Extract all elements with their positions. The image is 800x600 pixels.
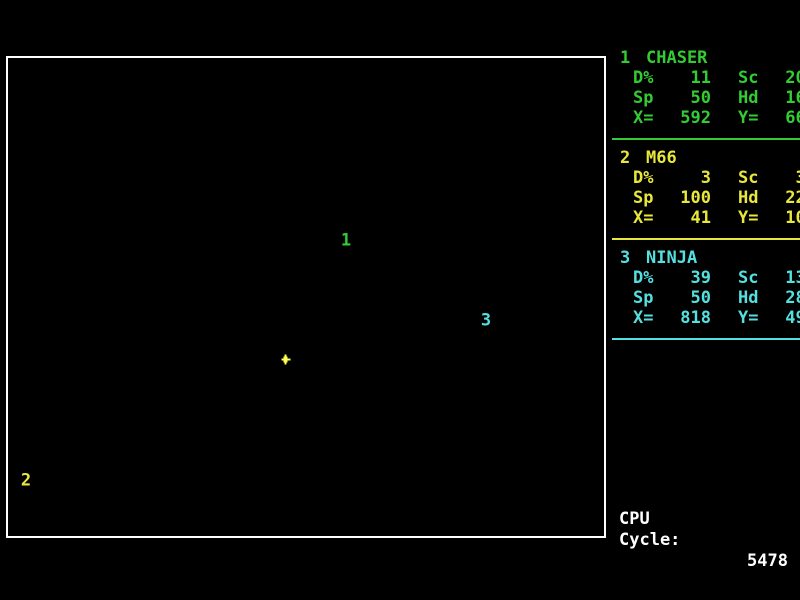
stat-value-right: 134 — [785, 268, 800, 288]
stat-key-left: D% — [633, 168, 654, 188]
cpu-cycle-value: 5478 — [747, 551, 788, 571]
stat-key-left: D% — [633, 68, 654, 88]
robot-stat-row: D% 11 Sc 200 — [610, 68, 800, 88]
arena-robot-marker[interactable]: 1 — [340, 230, 352, 251]
stat-key-right: Y= — [738, 208, 759, 228]
panel-divider — [612, 338, 800, 340]
stat-value-right: 105 — [785, 208, 800, 228]
robot-name: CHASER — [646, 48, 708, 68]
stat-value-right: 163 — [785, 88, 800, 108]
robot-panel-header: 3 NINJA — [610, 248, 800, 268]
stat-key-right: Y= — [738, 308, 759, 328]
stat-key-right: Hd — [738, 188, 759, 208]
cpu-cycle-label: Cycle: — [619, 530, 681, 550]
stat-key-right: Sc — [738, 68, 759, 88]
stat-value-left: 39 — [690, 268, 711, 288]
stat-key-right: Hd — [738, 288, 759, 308]
stat-key-right: Hd — [738, 88, 759, 108]
stat-key-left: X= — [633, 208, 654, 228]
cpu-title: CPU — [619, 509, 650, 529]
robot-stat-row: Sp 100 Hd 221 — [610, 188, 800, 208]
robot-stat-row: Sp 50 Hd 163 — [610, 88, 800, 108]
robot-stat-row: X= 592 Y= 665 — [610, 108, 800, 128]
stat-value-left: 3 — [700, 168, 711, 188]
robot-stat-row: X= 41 Y= 105 — [610, 208, 800, 228]
robot-stat-row: D% 3 Sc31 — [610, 168, 800, 188]
robot-stat-row: Sp 50 Hd 284 — [610, 288, 800, 308]
stat-value-right: 200 — [785, 68, 800, 88]
arena-robot-marker[interactable]: 3 — [480, 310, 492, 331]
stat-value-left: 100 — [680, 188, 711, 208]
stat-value-right: 284 — [785, 288, 800, 308]
stat-value-right: 221 — [785, 188, 800, 208]
status-sidebar: 1CHASERD%11Sc200Sp50Hd163X=592Y=6652M66D… — [610, 0, 800, 600]
stat-key-right: Sc — [738, 268, 759, 288]
robot-panel-header: 2 M66 — [610, 148, 800, 168]
robot-index: 3 — [620, 248, 631, 268]
panel-divider — [612, 238, 800, 240]
arena-robot-marker[interactable]: 2 — [20, 470, 32, 491]
panel-divider — [612, 138, 800, 140]
stat-key-left: X= — [633, 308, 654, 328]
stat-value-left: 592 — [680, 108, 711, 128]
projectile-spark-icon — [281, 354, 292, 366]
stat-key-left: Sp — [633, 288, 654, 308]
stat-value-left: 50 — [690, 88, 711, 108]
stat-key-right: Y= — [738, 108, 759, 128]
stat-value-left: 41 — [690, 208, 711, 228]
stat-value-left: 50 — [690, 288, 711, 308]
robot-panel-header: 1 CHASER — [610, 48, 800, 68]
stat-key-left: Sp — [633, 88, 654, 108]
robot-index: 2 — [620, 148, 631, 168]
arena-viewport[interactable]: 1 3 2 — [6, 56, 606, 538]
stat-key-left: D% — [633, 268, 654, 288]
robot-stat-row: X= 818 Y= 495 — [610, 308, 800, 328]
stat-key-left: Sp — [633, 188, 654, 208]
stat-value-right: 495 — [785, 308, 800, 328]
stat-value-left: 11 — [690, 68, 711, 88]
stat-key-left: X= — [633, 108, 654, 128]
robot-stat-row: D% 39 Sc 134 — [610, 268, 800, 288]
stat-key-right: Sc — [738, 168, 759, 188]
stat-value-left: 818 — [680, 308, 711, 328]
stat-value-right: 31 — [764, 168, 800, 188]
robot-name: M66 — [646, 148, 677, 168]
stat-value-right: 665 — [785, 108, 800, 128]
robot-name: NINJA — [646, 248, 698, 268]
robot-index: 1 — [620, 48, 631, 68]
